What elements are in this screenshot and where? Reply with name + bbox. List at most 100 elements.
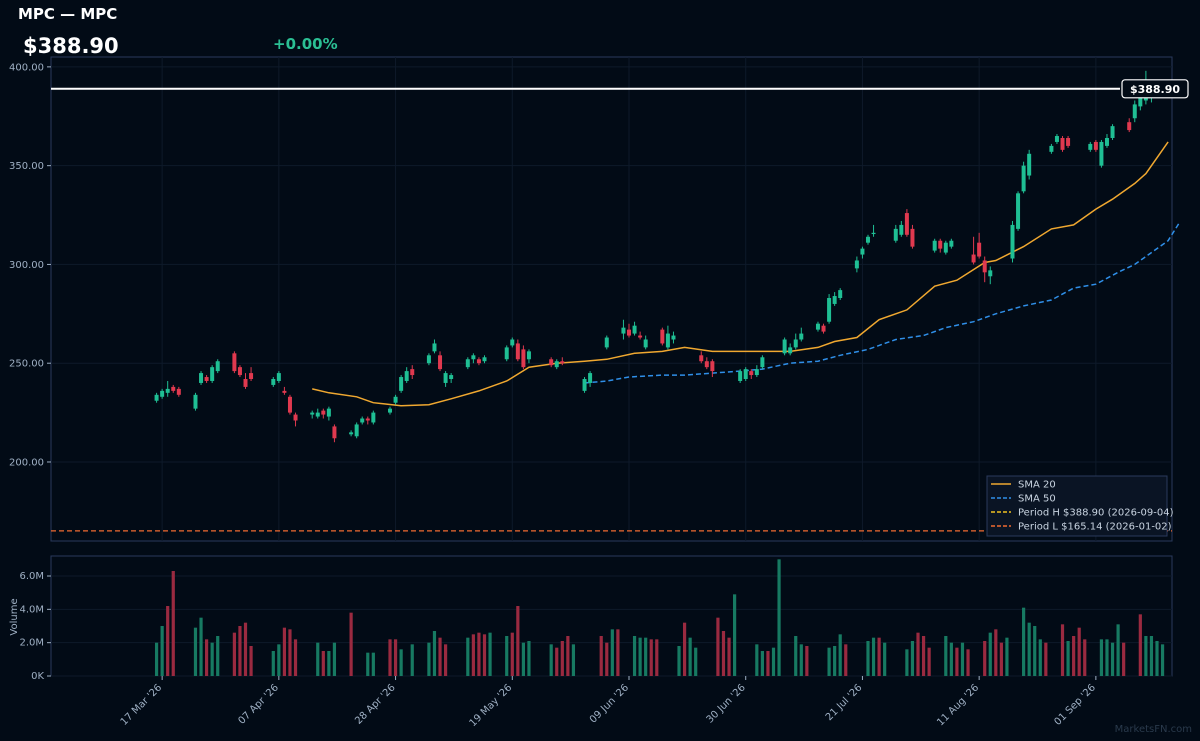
candle (404, 367, 409, 383)
volume-bar (838, 634, 842, 676)
candle-body (1132, 104, 1137, 119)
candle-body (827, 298, 832, 322)
candle (510, 337, 515, 348)
candle (243, 373, 248, 389)
volume-bar (238, 626, 242, 676)
candle-body (271, 379, 276, 385)
candle-body (582, 379, 587, 391)
y-tick-label: 200.00 (9, 457, 44, 468)
candle-body (971, 254, 976, 263)
volume-bar (232, 632, 236, 676)
candle (788, 343, 793, 356)
volume-bar (616, 629, 620, 676)
candle (943, 240, 948, 255)
candle-body (904, 213, 909, 235)
candle-body (210, 367, 215, 381)
candle (1132, 100, 1137, 123)
candle (365, 416, 370, 425)
candle (643, 335, 648, 350)
candle-body (365, 418, 370, 421)
legend-entry: SMA 50 (1018, 494, 1056, 505)
candle-body (832, 296, 837, 304)
volume-bar (1155, 641, 1159, 676)
volume-bar (277, 644, 281, 676)
candle-body (404, 371, 409, 381)
volume-bar (571, 644, 576, 676)
candle (310, 410, 315, 419)
candle-body (171, 386, 176, 391)
candle (154, 392, 159, 403)
candle (832, 292, 837, 306)
volume-bar (610, 629, 614, 676)
candle (176, 386, 181, 397)
candle-body (893, 228, 898, 241)
candle (982, 256, 987, 283)
candle-body (1021, 165, 1026, 192)
candle (471, 353, 476, 364)
legend-box (986, 475, 1168, 537)
watermark: MarketsFN.com (1115, 724, 1192, 735)
x-tick-label: 21 Jul '26 (824, 682, 865, 723)
volume-bar (1149, 636, 1154, 676)
legend-entry: Period H $388.90 (2026-09-04) (1018, 508, 1174, 519)
candle-body (237, 367, 242, 376)
volume-bar (1027, 622, 1031, 676)
candle-body (1138, 96, 1143, 107)
candle-body (938, 240, 943, 249)
volume-bar (682, 622, 687, 676)
candle-body (388, 408, 393, 413)
volume-bar (321, 651, 325, 676)
volume-bar (994, 629, 998, 676)
volume-tick-label: 6.0M (19, 571, 44, 582)
legend-entry: Period L $165.14 (2026-01-02) (1018, 522, 1172, 533)
volume-bar (966, 649, 970, 676)
volume-tick-label: 4.0M (19, 604, 44, 615)
candle (588, 371, 593, 387)
candle-body (482, 357, 487, 362)
candle (237, 365, 242, 378)
candle (1104, 134, 1109, 148)
y-tick-label: 250.00 (9, 359, 44, 370)
candle-body (443, 373, 448, 383)
candle-body (899, 224, 904, 235)
volume-bar (727, 637, 731, 676)
volume-bar (927, 647, 931, 676)
volume-bar (1038, 639, 1042, 676)
candle (632, 321, 637, 336)
candle-body (204, 377, 209, 381)
candle-body (321, 410, 326, 415)
candle-body (710, 361, 715, 372)
candle (854, 256, 859, 273)
candle-body (1099, 141, 1104, 166)
candle-body (349, 432, 354, 435)
sma-50-line (584, 222, 1180, 384)
candle-body (510, 339, 515, 346)
volume-bar (199, 617, 203, 676)
candle (704, 357, 709, 370)
candle-body (560, 361, 565, 364)
candle (193, 392, 198, 411)
volume-bar (760, 651, 764, 676)
volume-bar (410, 644, 414, 676)
candle (949, 238, 954, 249)
candle (754, 365, 759, 378)
volume-bar (488, 632, 492, 676)
candle (1110, 124, 1115, 140)
candle (660, 327, 665, 346)
candle-body (354, 424, 359, 437)
volume-bar (366, 652, 370, 676)
candle (971, 236, 976, 265)
candle-body (860, 248, 865, 255)
candle (521, 345, 526, 370)
candle-body (371, 412, 376, 423)
legend: SMA 20 SMA 50 Period H $388.90 (2026-09-04… (986, 475, 1174, 537)
candle-body (1066, 137, 1071, 146)
x-tick-label: 28 Apr '26 (353, 682, 397, 726)
candle-body (1054, 136, 1059, 142)
candle-body (1016, 193, 1021, 229)
volume-bar (1060, 624, 1065, 676)
volume-bar (794, 636, 798, 676)
candle (465, 357, 470, 370)
candle (165, 380, 170, 397)
volume-bar (655, 639, 659, 676)
